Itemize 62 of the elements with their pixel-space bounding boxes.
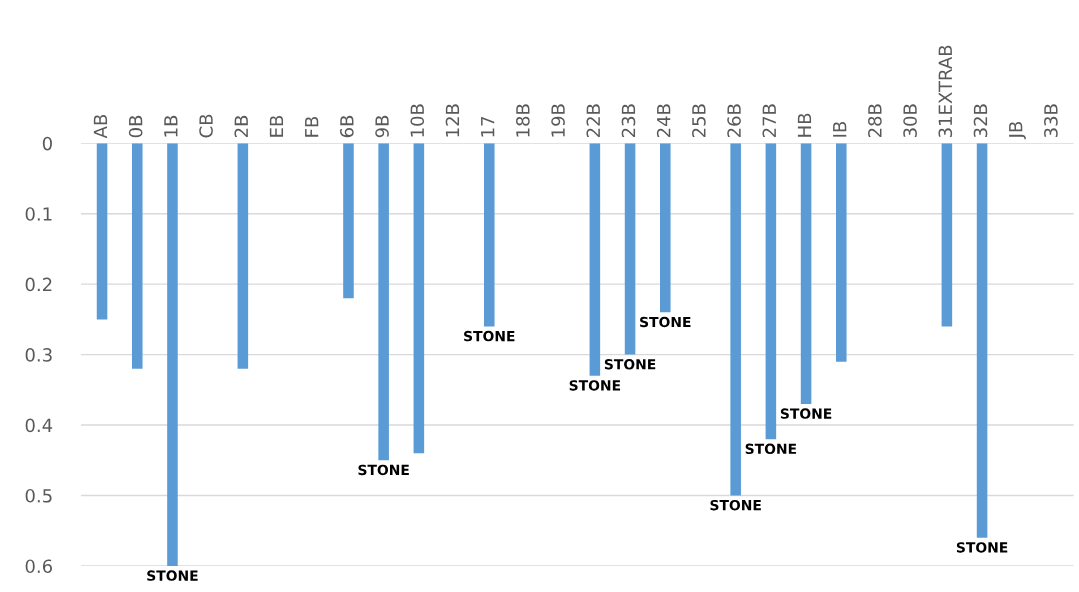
- y-tick-label: 0.1: [25, 207, 52, 221]
- x-tick-label: FB: [305, 116, 319, 137]
- x-tick-label: HB: [797, 113, 812, 137]
- x-tick-label: 18B: [516, 104, 530, 137]
- x-tick-label: AB: [93, 114, 108, 139]
- x-tick-label: CB: [199, 114, 213, 138]
- bar: [96, 143, 108, 320]
- annotation: STONE: [604, 359, 656, 370]
- bar: [765, 143, 777, 440]
- x-tick-label: 1B: [164, 115, 178, 137]
- x-tick-label: 33B: [1044, 104, 1058, 138]
- annotation: STONE: [358, 464, 409, 476]
- bar: [378, 143, 389, 461]
- bar: [483, 143, 495, 327]
- bar: [659, 143, 671, 313]
- bar: [730, 143, 741, 496]
- bar: [624, 143, 636, 355]
- x-tick-label: 24B: [656, 104, 671, 138]
- bar: [800, 143, 812, 404]
- bar: [976, 143, 988, 538]
- x-tick-label: 30B: [903, 104, 917, 138]
- bar: [237, 143, 249, 369]
- y-tick-label: 0.2: [25, 277, 52, 292]
- x-tick-label: 25B: [692, 104, 706, 138]
- x-tick-label: 19B: [551, 104, 565, 137]
- x-tick-label: 23B: [621, 104, 636, 138]
- x-tick-label: 31EXTRAB: [938, 45, 953, 138]
- x-tick-label: IB: [833, 121, 847, 137]
- x-tick-label: 0B: [128, 115, 143, 138]
- annotation: STONE: [147, 570, 198, 581]
- annotation: STONE: [710, 499, 761, 511]
- bar: [589, 143, 601, 376]
- annotation: STONE: [464, 330, 515, 342]
- y-tick-label: 0.4: [25, 418, 53, 433]
- x-tick-label: 12B: [445, 104, 460, 137]
- x-tick-label: 17: [481, 116, 495, 137]
- x-tick-label: 27B: [762, 104, 776, 138]
- y-tick-label: 0: [42, 136, 52, 151]
- x-tick-label: 10B: [410, 104, 425, 137]
- x-tick-label: EB: [269, 115, 284, 137]
- x-tick-label: 26B: [727, 104, 741, 138]
- bar: [131, 143, 143, 369]
- bar: [343, 143, 354, 299]
- x-tick-label: 9B: [375, 115, 389, 138]
- annotation: STONE: [780, 408, 832, 419]
- bar: [413, 143, 425, 454]
- annotation: STONE: [569, 380, 621, 391]
- bar: [941, 143, 953, 327]
- x-tick-label: 6B: [340, 115, 354, 138]
- x-tick-label: 28B: [868, 104, 882, 138]
- annotation: STONE: [745, 443, 797, 455]
- y-tick-label: 0.6: [25, 559, 53, 574]
- annotation: STONE: [956, 542, 1008, 553]
- x-tick-label: 2B: [234, 115, 248, 138]
- x-tick-label: 22B: [586, 104, 600, 138]
- bar: [836, 143, 847, 362]
- y-tick-label: 0.5: [25, 488, 52, 503]
- annotation: STONE: [640, 316, 691, 328]
- x-tick-label: 32B: [973, 104, 988, 138]
- bar: [167, 143, 178, 566]
- y-tick-label: 0.3: [25, 348, 52, 362]
- x-tick-label: JB: [1009, 121, 1026, 140]
